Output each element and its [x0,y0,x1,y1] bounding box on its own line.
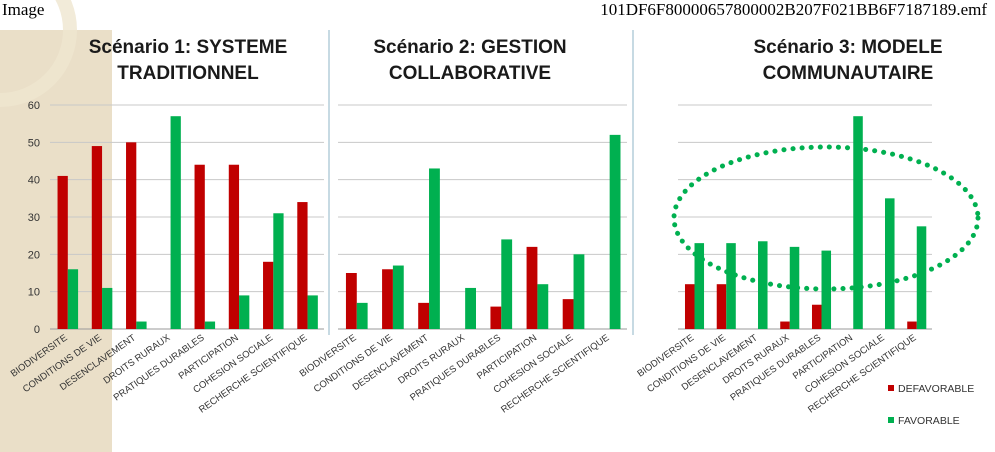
bar-favorable [694,243,705,329]
bar-defavorable [345,273,357,329]
bar-defavorable [811,304,822,329]
bar-favorable [916,226,927,329]
legend-entry: FAVORABLE [898,415,960,427]
bar-defavorable [126,142,137,329]
bar-favorable [392,265,404,329]
bar-defavorable [228,164,240,329]
chart-scenario-3: Scénario 3: MODELECOMMUNAUTAIREBIODIVERS… [635,37,974,427]
bar-favorable [537,284,549,329]
bar-favorable [465,287,476,329]
legend-swatch [888,417,894,423]
bar-favorable [239,295,250,329]
bar-defavorable [907,321,917,329]
bar-defavorable [780,321,790,329]
bar-favorable [429,168,440,329]
y-tick-label: 30 [28,212,40,224]
legend-entry: DEFAVORABLE [898,383,974,395]
y-tick-label: 10 [28,287,40,299]
bar-defavorable [297,202,308,329]
legend-swatch [888,385,894,391]
bar-favorable [573,254,585,329]
y-tick-label: 50 [28,137,40,149]
chart-title: TRADITIONNEL [117,63,259,84]
highlight-ellipse [671,144,981,292]
bar-defavorable [57,175,68,329]
chart-title: Scénario 2: GESTION [373,37,566,58]
y-tick-label: 0 [34,324,40,336]
chart-title: Scénario 3: MODELE [754,37,943,58]
bar-defavorable [684,284,695,329]
bar-defavorable [263,261,274,329]
bar-favorable [67,269,79,329]
bar-favorable [726,243,736,329]
bar-defavorable [91,146,103,329]
bar-favorable [170,116,181,329]
chart-title: COMMUNAUTAIRE [763,63,934,84]
bar-favorable [501,239,513,329]
bar-favorable [885,198,895,329]
bar-favorable [307,295,318,329]
bar-favorable [204,321,216,329]
bar-favorable [273,213,284,329]
bar-favorable [136,321,147,329]
chart-title: COLLABORATIVE [389,63,551,84]
bar-favorable [789,246,800,329]
bar-favorable [853,116,863,329]
highlight-arc [0,0,77,107]
bar-defavorable [716,284,727,329]
bar-defavorable [382,269,393,329]
chart-title: Scénario 1: SYSTEME [89,37,288,58]
bar-defavorable [562,299,574,329]
y-tick-label: 20 [28,249,40,261]
bar-favorable [356,302,368,329]
y-tick-label: 40 [28,175,40,187]
y-tick-label: 60 [28,100,40,112]
bar-defavorable [418,302,430,329]
header-left-label: Image [2,0,45,19]
bar-defavorable [526,246,538,329]
bar-favorable [102,287,113,329]
header-filename: 101DF6F80000657800002B207F021BB6F7187189… [600,0,987,19]
chart-scenario-2: Scénario 2: GESTIONCOLLABORATIVEBIODIVER… [298,37,627,416]
bar-favorable [609,134,621,329]
bar-defavorable [490,306,502,329]
bar-favorable [758,241,768,329]
bar-defavorable [194,164,205,329]
